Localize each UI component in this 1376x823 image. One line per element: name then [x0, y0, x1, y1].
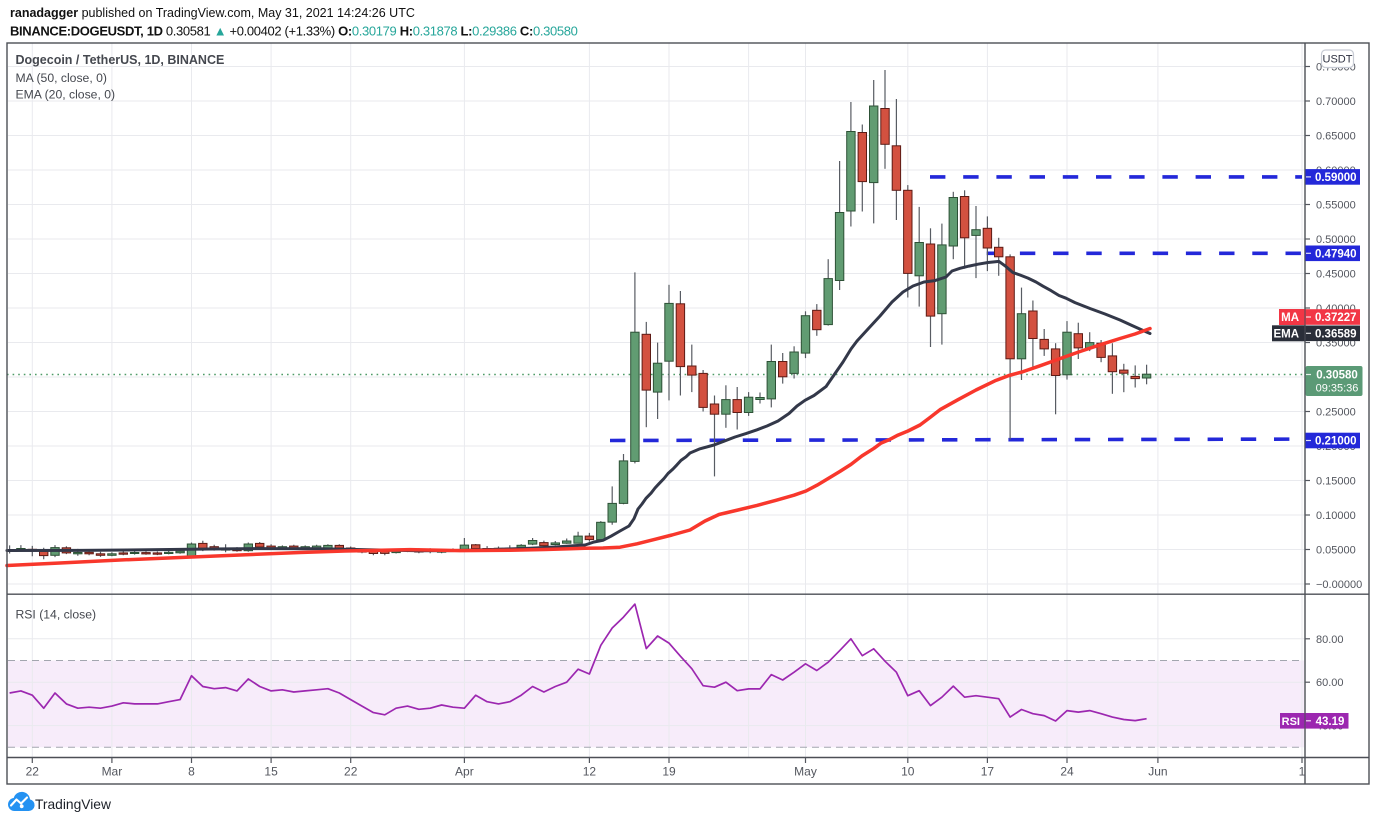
svg-text:0.25000: 0.25000 [1316, 407, 1356, 419]
svg-text:24: 24 [1060, 765, 1074, 779]
svg-text:EMA: EMA [1273, 328, 1299, 340]
svg-text:0.50000: 0.50000 [1316, 234, 1356, 246]
svg-text:12: 12 [583, 765, 597, 779]
svg-text:TradingView: TradingView [35, 797, 111, 812]
svg-text:Apr: Apr [455, 765, 474, 779]
svg-text:10: 10 [901, 765, 915, 779]
svg-text:0.65000: 0.65000 [1316, 131, 1356, 143]
svg-text:RSI: RSI [1282, 716, 1300, 728]
svg-text:0.55000: 0.55000 [1316, 200, 1356, 212]
svg-text:0.36589: 0.36589 [1315, 328, 1357, 340]
svg-text:May: May [794, 765, 817, 779]
svg-text:0.05000: 0.05000 [1316, 545, 1356, 557]
svg-text:0.15000: 0.15000 [1316, 476, 1356, 488]
svg-text:0.47940: 0.47940 [1315, 248, 1357, 260]
svg-text:−0.00000: −0.00000 [1316, 579, 1362, 591]
svg-text:0.59000: 0.59000 [1315, 172, 1357, 184]
svg-text:ranadagger published on Tradin: ranadagger published on TradingView.com,… [10, 6, 415, 20]
svg-text:0.10000: 0.10000 [1316, 510, 1356, 522]
svg-text:Jun: Jun [1148, 765, 1167, 779]
svg-text:80.00: 80.00 [1316, 634, 1344, 646]
svg-text:8: 8 [188, 765, 195, 779]
svg-text:0.70000: 0.70000 [1316, 96, 1356, 108]
svg-text:19: 19 [662, 765, 676, 779]
svg-text:22: 22 [26, 765, 40, 779]
svg-text:43.19: 43.19 [1316, 716, 1345, 728]
svg-text:60.00: 60.00 [1316, 677, 1344, 689]
svg-text:RSI (14, close): RSI (14, close) [16, 608, 97, 622]
svg-text:BINANCE:DOGEUSDT, 1D 0.30581: BINANCE:DOGEUSDT, 1D 0.30581 ▲ +0.00402 … [10, 24, 578, 39]
svg-text:09:35:36: 09:35:36 [1316, 383, 1359, 395]
svg-text:0.45000: 0.45000 [1316, 269, 1356, 281]
svg-text:0.30580: 0.30580 [1316, 370, 1358, 382]
svg-text:MA: MA [1281, 312, 1299, 324]
svg-text:22: 22 [344, 765, 358, 779]
svg-text:EMA (20, close, 0): EMA (20, close, 0) [16, 88, 116, 102]
svg-text:Dogecoin / TetherUS, 1D, BINAN: Dogecoin / TetherUS, 1D, BINANCE [16, 53, 225, 67]
svg-text:15: 15 [264, 765, 278, 779]
svg-text:0.21000: 0.21000 [1315, 436, 1357, 448]
svg-text:0.37227: 0.37227 [1315, 312, 1357, 324]
svg-text:1: 1 [1299, 765, 1306, 779]
svg-text:17: 17 [981, 765, 995, 779]
svg-text:USDT: USDT [1323, 54, 1353, 66]
svg-text:MA (50, close, 0): MA (50, close, 0) [16, 71, 107, 85]
svg-text:Mar: Mar [102, 765, 123, 779]
